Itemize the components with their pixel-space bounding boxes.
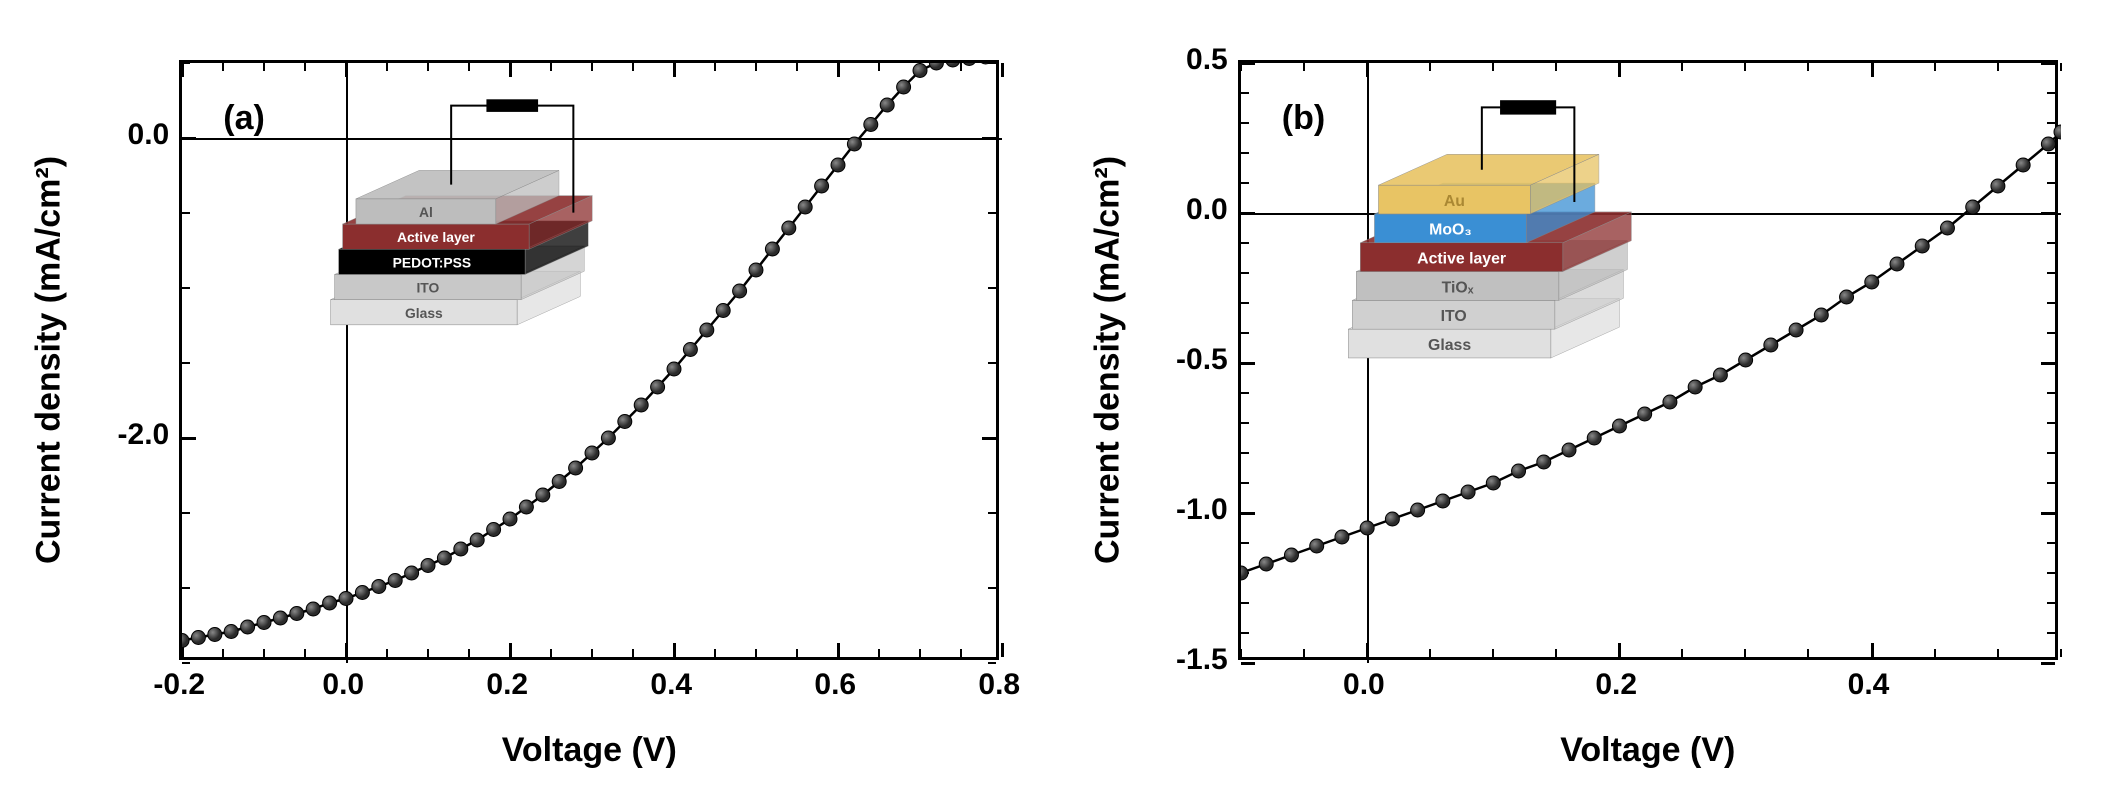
x-tick-label: 0.0 <box>1343 668 1385 702</box>
plot-area: (a) Glass ITO PEDOT:PSS Active layer Al <box>179 60 999 660</box>
x-tick-label: 0.6 <box>814 668 856 702</box>
y-axis-label: Current density (mA/cm²) <box>1088 155 1127 563</box>
y-tick-label: 0.5 <box>1186 43 1228 77</box>
y-tick-label: -0.5 <box>1176 343 1228 377</box>
svg-text:ITO: ITO <box>416 279 439 295</box>
svg-text:TiOₓ: TiOₓ <box>1442 279 1474 296</box>
svg-text:ITO: ITO <box>1441 308 1467 325</box>
y-tick-label: -1.0 <box>1176 493 1228 527</box>
x-tick-label: 0.4 <box>650 668 692 702</box>
svg-text:Active layer: Active layer <box>397 229 475 245</box>
panel-a: Current density (mA/cm²) Voltage (V) (a) Gl… <box>29 20 1029 780</box>
device-stack-inset: Glass ITO TiOₓ Active layer MoO₃ Au <box>1339 93 1651 381</box>
x-axis-label: Voltage (V) <box>502 731 677 770</box>
panel-b: Current density (mA/cm²) Voltage (V) (b) Gl… <box>1088 20 2088 780</box>
x-tick-label: 0.8 <box>978 668 1020 702</box>
y-axis-label: Current density (mA/cm²) <box>30 155 69 563</box>
device-stack-inset: Glass ITO PEDOT:PSS Active layer Al <box>322 93 609 345</box>
x-tick-label: -0.2 <box>153 668 205 702</box>
svg-text:Au: Au <box>1444 192 1465 209</box>
x-tick-label: 0.2 <box>486 668 528 702</box>
y-tick-label: 0.0 <box>1186 193 1228 227</box>
y-tick-label: 0.0 <box>128 118 170 152</box>
svg-text:MoO₃: MoO₃ <box>1429 221 1471 238</box>
x-tick-label: 0.0 <box>322 668 364 702</box>
x-tick-label: 0.4 <box>1848 668 1890 702</box>
plot-area: (b) Glass ITO TiOₓ Active layer MoO₃ Au <box>1238 60 2058 660</box>
svg-text:Glass: Glass <box>405 304 443 320</box>
y-tick-label: -1.5 <box>1176 643 1228 677</box>
y-tick-label: -2.0 <box>118 418 170 452</box>
panel-letter: (a) <box>223 99 265 138</box>
panel-letter: (b) <box>1282 99 1325 138</box>
svg-text:Glass: Glass <box>1428 336 1471 353</box>
svg-text:PEDOT:PSS: PEDOT:PSS <box>392 254 471 270</box>
x-axis-label: Voltage (V) <box>1560 731 1735 770</box>
svg-text:Active layer: Active layer <box>1417 250 1506 267</box>
svg-text:Al: Al <box>419 203 433 219</box>
x-tick-label: 0.2 <box>1595 668 1637 702</box>
